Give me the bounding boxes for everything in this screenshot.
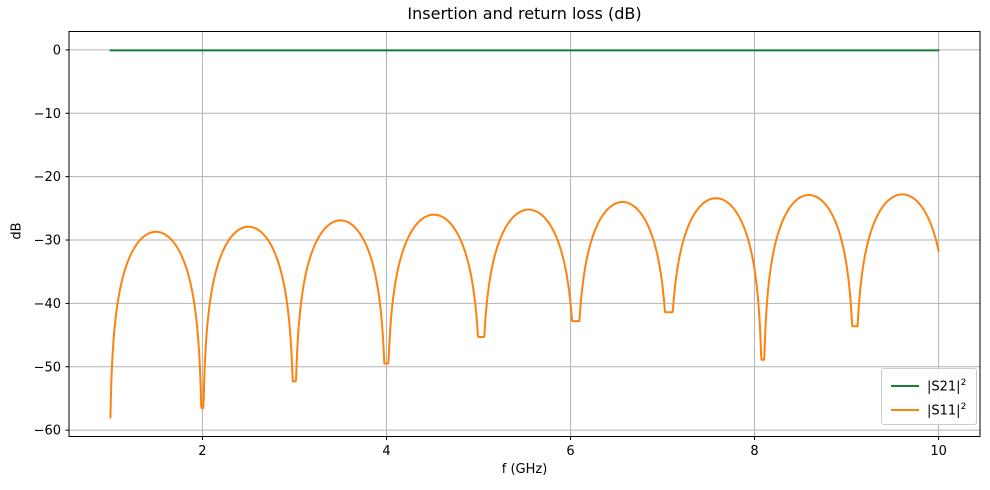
x-tick-label: 4 xyxy=(382,444,390,459)
x-tick-label: 10 xyxy=(930,444,947,459)
chart-title: Insertion and return loss (dB) xyxy=(407,4,642,23)
y-tick-label: −20 xyxy=(34,170,61,185)
s11-line-swatch xyxy=(891,409,919,411)
y-tick-label: −40 xyxy=(34,297,61,312)
s21-line-swatch xyxy=(891,385,919,387)
y-tick-label: −50 xyxy=(34,360,61,375)
x-axis-label: f (GHz) xyxy=(501,462,548,477)
legend-item-s21: |S21|2 xyxy=(882,376,976,396)
legend-label-s21: |S21|2 xyxy=(927,378,966,394)
legend-label-s21-sup: 2 xyxy=(960,377,967,388)
x-tick-label: 2 xyxy=(198,444,206,459)
legend-label-s21-base: |S21| xyxy=(927,379,961,395)
legend-item-s11: |S11|2 xyxy=(882,400,976,420)
y-tick-label: −60 xyxy=(34,424,61,439)
x-tick-label: 8 xyxy=(750,444,758,459)
s11-line xyxy=(109,193,940,419)
legend-label-s11-sup: 2 xyxy=(960,401,967,412)
legend-label-s11-base: |S11| xyxy=(927,403,961,419)
y-tick-label: −30 xyxy=(34,234,61,249)
y-tick-label: 0 xyxy=(53,43,61,58)
y-axis-label: dB xyxy=(9,222,25,240)
x-tick-label: 6 xyxy=(566,444,574,459)
legend: |S21|2 |S11|2 xyxy=(881,368,977,425)
legend-label-s11: |S11|2 xyxy=(927,402,966,418)
y-tick-label: −10 xyxy=(34,107,61,122)
axes-frame xyxy=(68,31,981,437)
